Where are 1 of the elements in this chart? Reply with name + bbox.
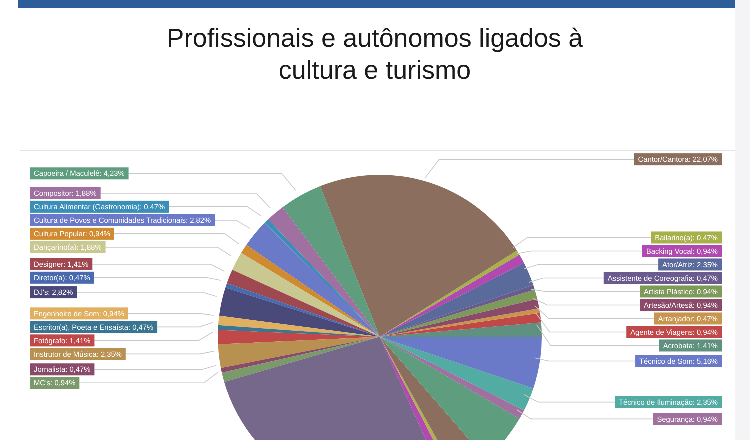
chart-title: Profissionais e autônomos ligados à cultura e turismo: [166, 22, 584, 86]
